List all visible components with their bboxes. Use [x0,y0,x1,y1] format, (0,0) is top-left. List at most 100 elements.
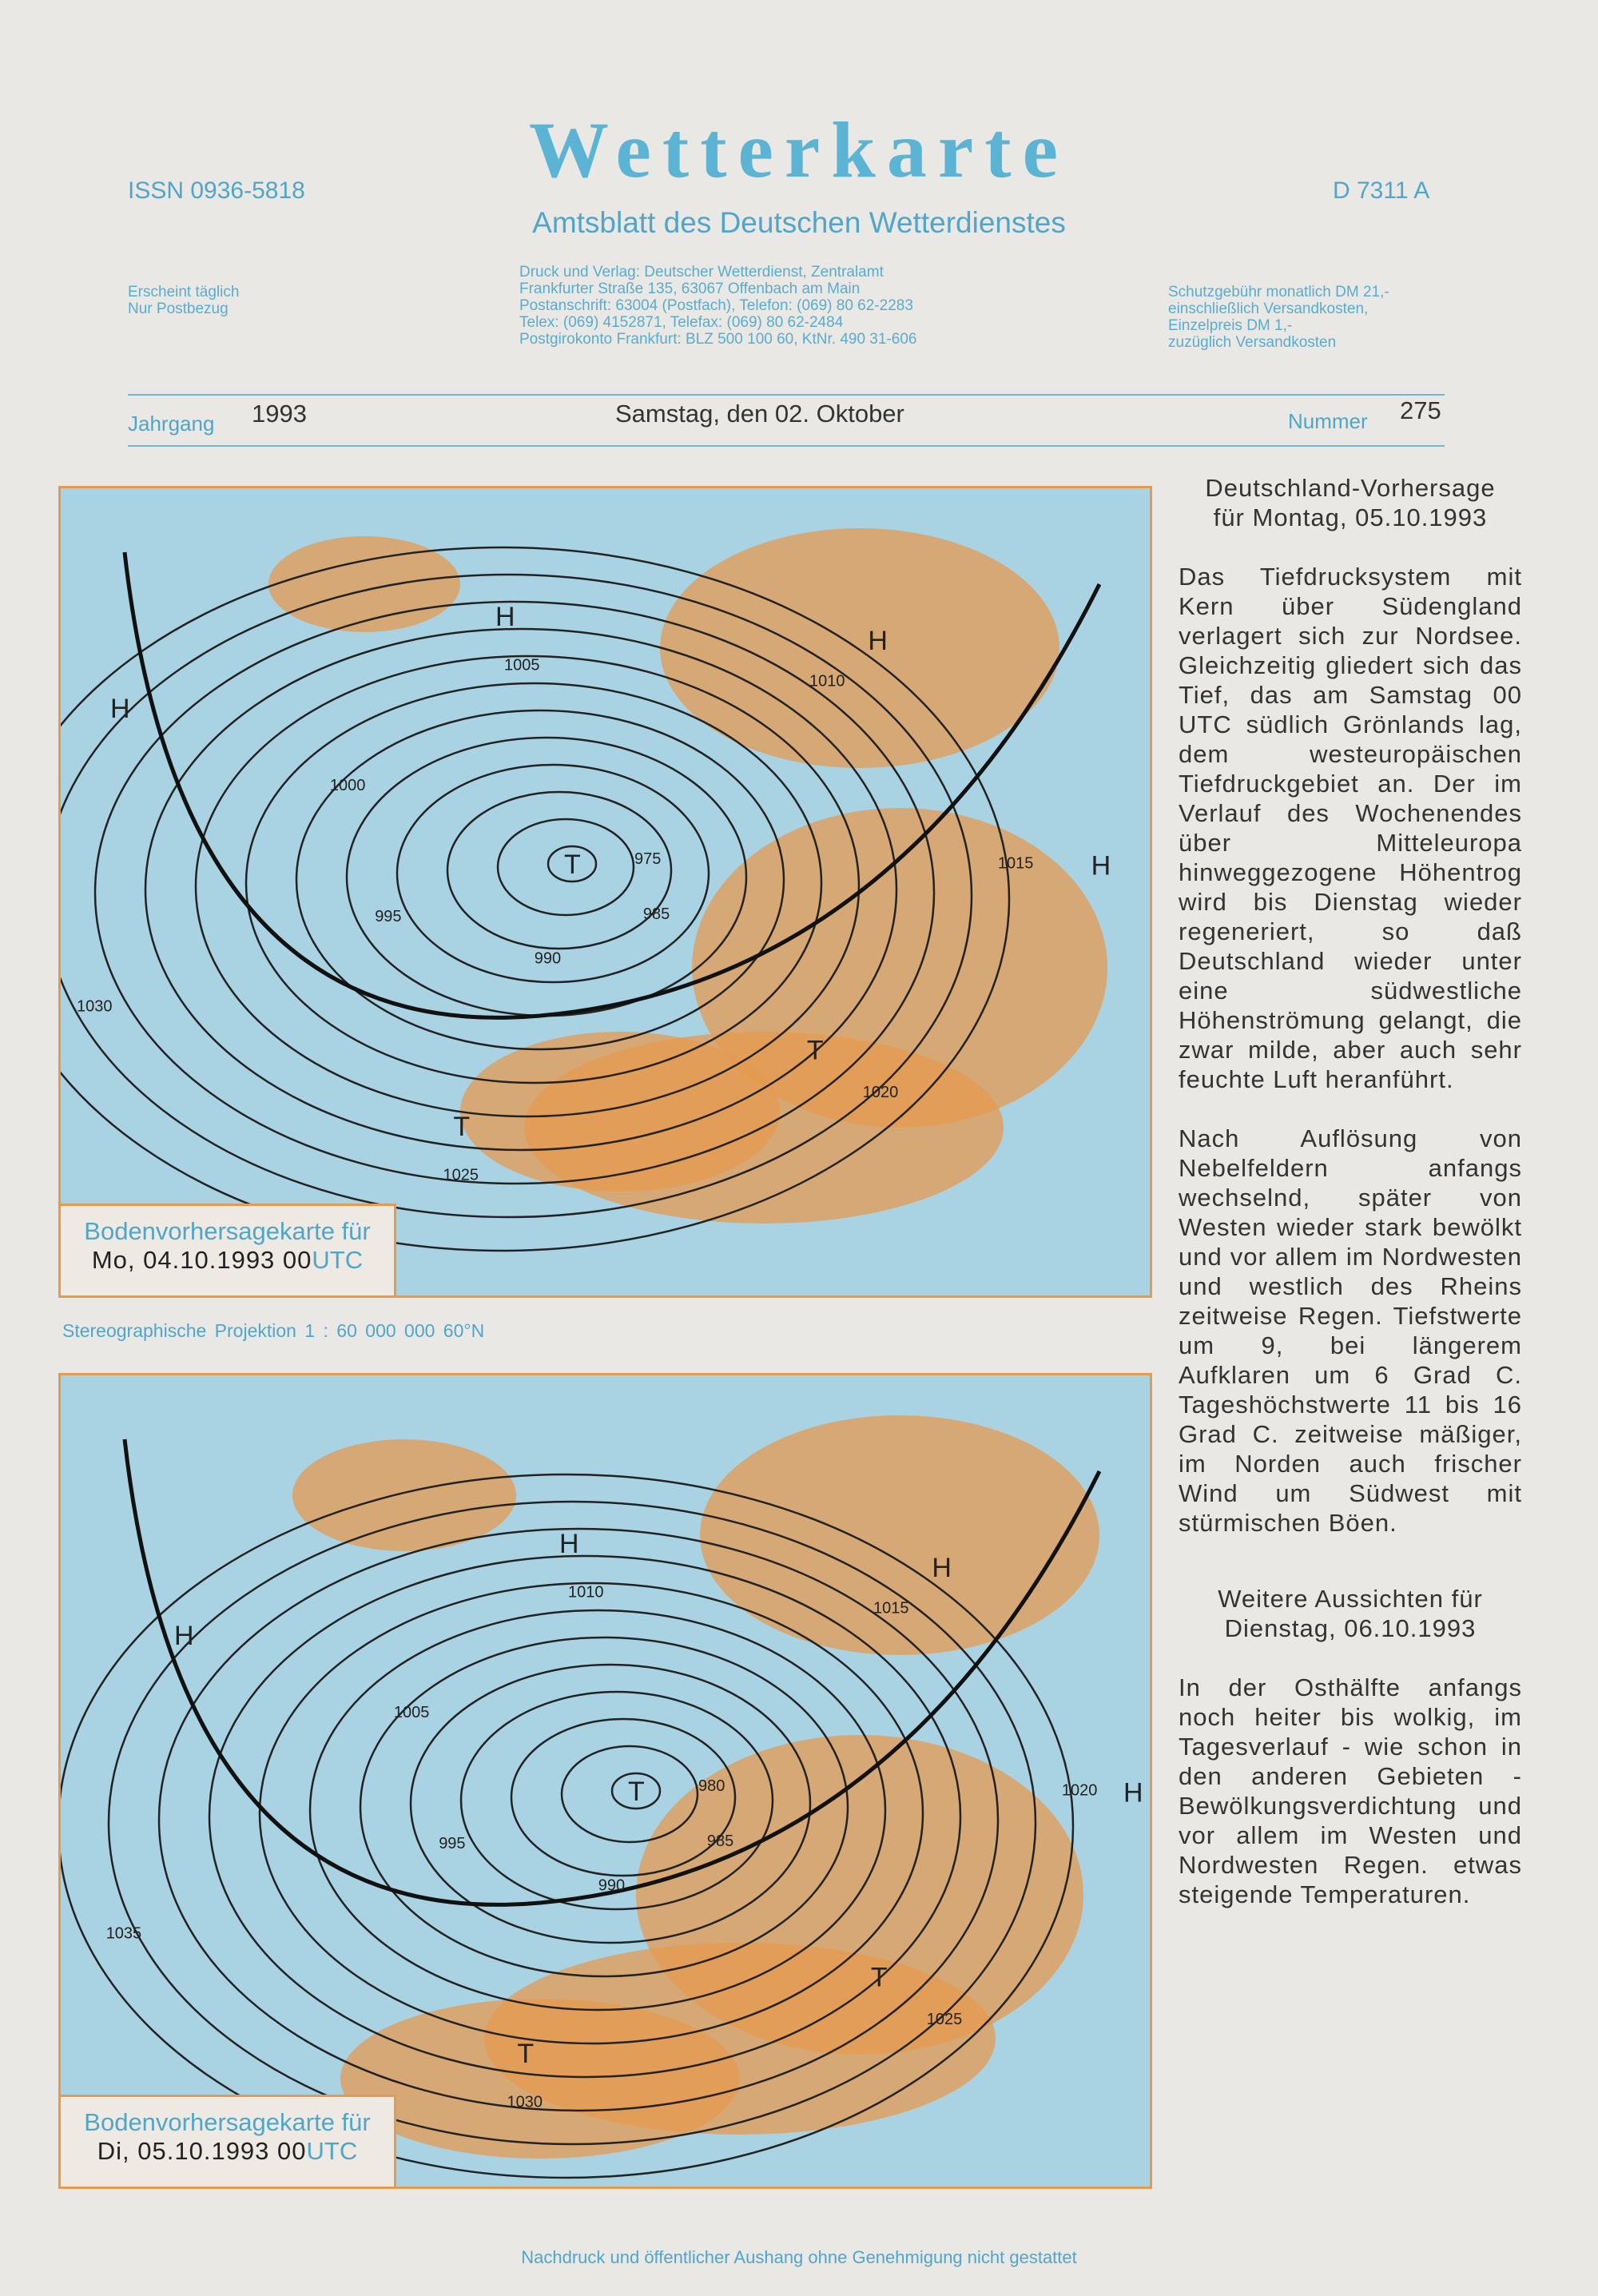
front-line [122,1438,1102,1907]
isobar-label: 1035 [106,1925,142,1943]
pressure-center-label: H [1123,1777,1143,1808]
pressure-center-label: T [871,1962,888,1992]
weather-map-drawing: 975 985 990 995 1000 1005 1010 1015 1020 1025 1030… [61,528,1111,1252]
land-area [660,528,1059,768]
isobar [295,709,785,1051]
isobar-label: 995 [439,1835,465,1852]
forecast-paragraph: Das Tiefdrucksystem mit Kern über Südeng… [1179,563,1522,1093]
info-line: Erscheint täglich [128,284,240,300]
isobar [208,1554,962,2079]
pressure-center-label: H [495,602,515,632]
isobar [610,1772,662,1810]
info-line: Frankfurter Straße 135, 63067 Offenbach … [519,281,861,297]
isobar [547,845,598,883]
map-caption-utc: UTC [312,1246,364,1274]
pressure-center-label: T [453,1112,470,1142]
pressure-center-label: H [1091,850,1111,881]
isobar-label: 980 [698,1777,725,1795]
forecast-heading: Deutschland-Vorhersage [1205,474,1496,502]
info-line: Telex: (069) 4152871, Telefax: (069) 80 … [519,314,844,331]
isobar [396,763,710,984]
isobar-label: 985 [707,1832,733,1850]
isobar-label: 990 [535,950,561,968]
isobar-label: 1030 [507,2094,543,2111]
forecast-paragraph: Nach Auflösung von Nebelfeldern anfangs … [1179,1124,1522,1537]
masthead-subtitle: Amtsblatt des Deutschen Wetterdienstes [532,206,1066,239]
isobar [345,736,748,1017]
map-caption-date: Mo, 04.10.1993 00 [91,1246,312,1274]
isobar [459,1690,774,1911]
forecast-column: Deutschland-Vorhersage für Montag, 05.10… [1179,473,1522,1567]
isobar-label: 975 [634,850,661,868]
pressure-center-label: H [174,1621,194,1651]
pressure-center-label: H [110,694,130,724]
pressure-center-label: H [868,626,888,656]
isobar [194,655,861,1118]
forecast-map-monday: 975 985 990 995 1000 1005 1010 1015 1020 1025 1030… [58,486,1152,1298]
isobar [308,1609,887,2011]
info-line: Nur Postbezug [128,300,229,317]
isobar-label: 1005 [394,1704,429,1721]
isobar [560,1745,699,1844]
info-line: Postanschrift: 63004 (Postfach), Telefon… [519,297,913,314]
publication-code: D 7311 A [1333,177,1430,204]
low-center-label: T [628,1777,645,1807]
map-caption-title: Bodenvorhersagekarte für [84,1217,371,1245]
map-caption-utc: UTC [306,2137,358,2165]
isobar [107,1500,1037,2146]
isobar [93,600,936,1185]
isobar-label: 1030 [77,998,113,1016]
jahrgang-label: Jahrgang [128,412,215,436]
issue-date: Samstag, den 02. Oktober [615,400,904,428]
isobar [359,1636,849,1978]
price-info: Schutzgebühr monatlich DM 21,- einschlie… [1168,284,1389,351]
isobar [244,682,823,1084]
outlook-paragraph: In der Osthälfte anfangs noch heiter bis… [1179,1673,1522,1908]
map-caption: Bodenvorhersagekarte für Mo, 04.10.1993 … [61,1204,396,1295]
isobar-label: 1020 [1062,1782,1098,1800]
info-line: zuzüglich Versandkosten [1168,334,1337,351]
publisher-info: Druck und Verlag: Deutscher Wetterdienst… [519,264,916,348]
forecast-map-tuesday: 980 985 990 995 1005 1010 1015 1020 1025 1030 1035… [58,1373,1152,2189]
isobar [496,818,635,917]
info-line: Druck und Verlag: Deutscher Wetterdienst… [519,264,884,281]
isobar-label: 1010 [809,672,845,690]
map-caption-title: Bodenvorhersagekarte für [84,2108,371,2136]
isobar-label: 1025 [443,1167,479,1184]
footer-notice: Nachdruck und öffentlicher Aushang ohne … [521,2247,1077,2267]
info-line: Einzelpreis DM 1,- [1168,317,1293,334]
isobar-label: 990 [598,1877,625,1895]
land-area [700,1415,1099,1655]
isobar [446,790,673,950]
land-area [460,1032,780,1192]
isobar [61,546,1011,1252]
front-line [122,551,1102,1020]
isobar [510,1717,737,1877]
publication-info: Erscheint täglich Nur Postbezug [128,284,239,317]
isobar-label: 1015 [998,855,1034,873]
land-area [268,536,460,632]
pressure-center-label: T [517,2039,534,2069]
divider [128,394,1445,396]
isobar-label: 1015 [873,1599,909,1617]
projection-note: Stereographische Projektion 1 : 60 000 0… [62,1320,485,1341]
isobar-label: 995 [375,908,401,925]
isobar-label: 1000 [330,777,366,794]
isobar-label: 985 [643,905,670,923]
low-center-label: T [564,850,581,880]
weather-map-drawing: 980 985 990 995 1005 1010 1015 1020 1025 1030 1035… [61,1415,1143,2179]
land-area [292,1439,516,1551]
pressure-center-label: T [807,1035,824,1065]
isobar [409,1663,812,1944]
map-caption: Bodenvorhersagekarte für Di, 05.10.1993 … [61,2095,396,2187]
map-caption-date: Di, 05.10.1993 00 [97,2137,307,2165]
info-line: Schutzgebühr monatlich DM 21,- [1168,284,1389,300]
masthead-title: Wetterkarte [529,105,1069,194]
isobar [61,573,973,1219]
isobar-label: 1025 [927,2011,963,2028]
land-area [340,1999,740,2159]
jahrgang-value: 1993 [252,400,307,428]
pressure-center-label: H [932,1553,952,1583]
nummer-label: Nummer [1288,409,1368,433]
outlook-heading-date: Dienstag, 06.10.1993 [1224,1614,1477,1642]
